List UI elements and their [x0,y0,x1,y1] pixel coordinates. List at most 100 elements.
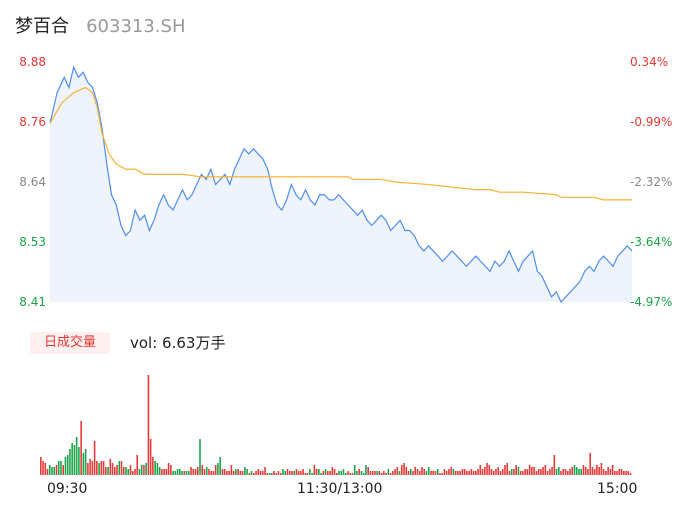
volume-bar [223,469,226,475]
volume-bar [40,457,42,475]
volume-bar [475,471,477,475]
volume-bar [338,471,340,475]
percent-axis-label: -4.97% [630,295,672,309]
volume-bar [226,471,228,475]
volume-bar [596,465,598,475]
volume-bar [627,471,630,475]
volume-bar [158,467,161,475]
volume-bar [176,469,179,475]
volume-bar [304,473,307,475]
volume-tab[interactable]: 日成交量 [30,332,110,354]
volume-bar [248,473,251,475]
volume-bar [149,439,152,475]
volume-bar [528,465,531,475]
volume-bar [340,471,343,475]
volume-bar [385,473,387,475]
volume-bar [315,469,318,475]
volume-bar [362,473,365,475]
volume-bar [181,471,183,475]
volume-bar [401,465,403,475]
volume-bar [51,467,53,475]
price-axis-label: 8.88 [19,55,46,69]
volume-bar [311,473,313,475]
volume-bar [414,467,417,475]
volume-bar [558,467,560,475]
volume-bar [214,465,217,475]
volume-bar [331,467,334,475]
volume-bar [495,469,497,475]
volume-bar [205,467,208,475]
volume-bar [114,467,116,475]
volume-bar [457,471,459,475]
volume-bar [600,463,603,475]
volume-bar [199,439,201,475]
volume-bar [575,467,578,475]
volume-bar [165,469,168,475]
stock-header: 梦百合 603313.SH [15,12,186,40]
volume-bar [349,473,352,475]
volume-bar [127,469,130,475]
percent-axis-label: -2.32% [630,175,672,189]
volume-bar [264,467,266,475]
volume-readout-prefix: vol: [130,334,163,352]
volume-bar [614,471,616,475]
volume-bar [607,467,609,475]
volume-bar [461,469,464,475]
volume-bar [524,469,526,475]
volume-bar [569,469,571,475]
volume-bar [344,473,347,475]
volume-bar [396,467,399,475]
volume-bar [410,469,412,475]
volume-bar [46,469,49,475]
volume-bar [519,471,522,475]
price-area [50,67,632,302]
volume-bar [430,471,432,475]
volume-bar [300,471,302,475]
volume-bar [42,461,44,475]
volume-bar [91,461,94,475]
volume-bar [230,465,233,475]
volume-readout-value: 6.63万手 [162,334,226,352]
volume-bar [367,467,369,475]
volume-bar [531,467,533,475]
volume-bar [73,445,76,475]
volume-bar [163,469,165,475]
volume-bar [616,471,618,475]
volume-bar [140,465,143,475]
volume-bar [598,467,600,475]
volume-readout: vol: 6.63万手 [130,332,225,354]
volume-bar [203,469,206,475]
volume-bar [293,471,295,475]
volume-bar [284,471,286,475]
volume-bar [481,469,484,475]
volume-bar [129,465,132,475]
volume-bar [237,469,239,475]
volume-bar [53,467,56,475]
volume-bar [324,469,327,475]
volume-bar [450,467,452,475]
volume-bar [66,455,69,475]
volume-bar [463,469,466,475]
volume-bar [425,471,428,475]
volume-bar [78,447,80,475]
volume-bar [468,471,470,475]
volume-bar [553,455,556,475]
volume-bar [445,471,448,475]
volume-bar [602,469,605,475]
volume-bar [120,461,123,475]
volume-bar [295,469,298,475]
volume-bar [87,463,89,475]
volume-bar [555,469,558,475]
time-label-open: 09:30 [47,481,88,497]
volume-bar [185,471,188,475]
volume-bar [432,471,434,475]
volume-bar [551,467,553,475]
volume-bar [510,469,513,475]
volume-bar [533,467,535,475]
volume-bar [441,473,443,475]
volume-bar [100,461,103,475]
volume-bar [383,471,385,475]
volume-bar [376,471,378,475]
volume-bar [605,471,607,475]
volume-bar [443,469,446,475]
